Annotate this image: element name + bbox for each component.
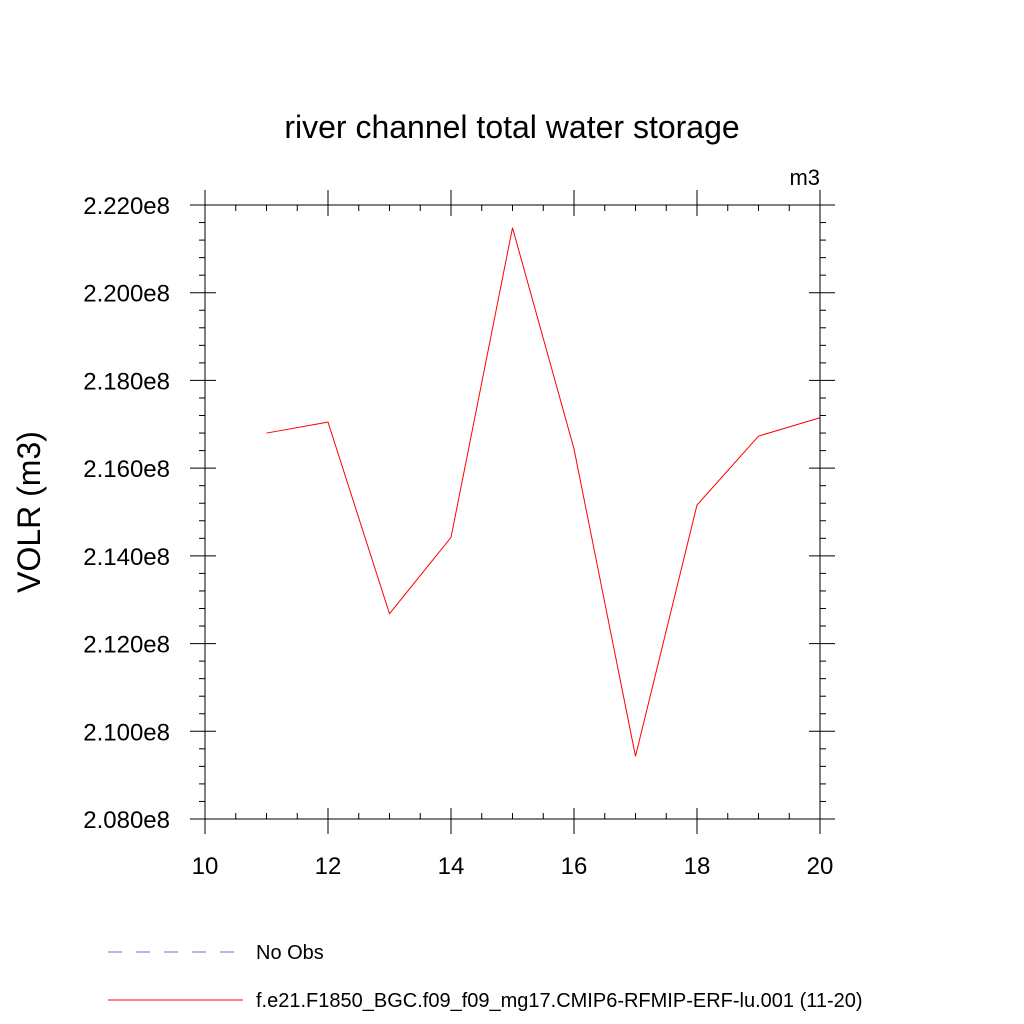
y-tick-label: 2.200e8 bbox=[83, 281, 170, 308]
x-tick-labels: 10 12 14 16 18 20 bbox=[192, 853, 834, 880]
chart-title: river channel total water storage bbox=[284, 109, 739, 145]
x-tick-label: 18 bbox=[684, 853, 711, 880]
x-tick-label: 12 bbox=[315, 853, 342, 880]
units-label: m3 bbox=[789, 165, 820, 190]
y-tick-label: 2.080e8 bbox=[83, 807, 170, 834]
x-tick-label: 20 bbox=[807, 853, 834, 880]
plot-frame bbox=[204, 204, 821, 820]
y-tick-labels: 2.080e8 2.100e8 2.120e8 2.140e8 2.160e8 2.180… bbox=[83, 193, 170, 834]
minor-ticks bbox=[199, 205, 826, 819]
major-ticks bbox=[190, 190, 835, 834]
series-line bbox=[266, 227, 821, 757]
x-tick-label: 14 bbox=[438, 853, 465, 880]
y-tick-label: 2.100e8 bbox=[83, 719, 170, 746]
x-tick-label: 10 bbox=[192, 853, 219, 880]
y-tick-label: 2.180e8 bbox=[83, 368, 170, 395]
legend: No Obs f.e21.F1850_BGC.f09_f09_mg17.CMIP… bbox=[108, 942, 863, 1012]
x-tick-label: 16 bbox=[561, 853, 588, 880]
y-tick-label: 2.120e8 bbox=[83, 632, 170, 659]
legend-label-no-obs: No Obs bbox=[256, 942, 324, 964]
y-tick-label: 2.140e8 bbox=[83, 544, 170, 571]
y-axis-label: VOLR (m3) bbox=[11, 431, 47, 593]
series-layer bbox=[266, 227, 821, 757]
legend-label-model-run: f.e21.F1850_BGC.f09_f09_mg17.CMIP6-RFMIP… bbox=[256, 990, 863, 1012]
y-tick-label: 2.160e8 bbox=[83, 456, 170, 483]
y-tick-label: 2.220e8 bbox=[83, 193, 170, 220]
